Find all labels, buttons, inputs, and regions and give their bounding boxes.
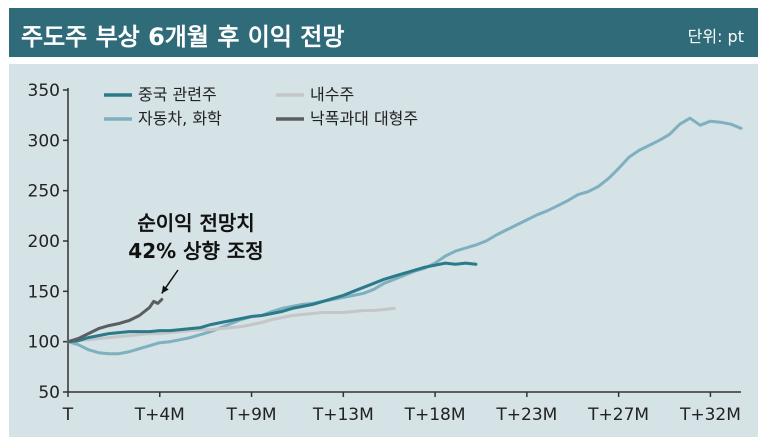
title-bar: 주도주 부상 6개월 후 이익 전망 단위: pt [9,8,758,57]
legend-label: 낙폭과대 대형주 [310,109,418,128]
legend-label: 중국 관련주 [138,85,217,104]
y-tick-label: 350 [28,81,60,101]
axes: 50 100 150 200 250 300 350 T T+4M T+9M T+13M T+18M T… [28,81,741,425]
y-tick-label: 50 [38,383,60,403]
chart-title: 주도주 부상 6개월 후 이익 전망 [21,23,345,51]
x-tick-label: T+18M [404,405,466,425]
y-tick-label: 150 [28,282,60,302]
series-line [66,116,743,356]
plot-background [9,64,758,437]
annotation-arrowhead [161,285,169,294]
series-line [66,306,396,344]
annotation-text: 순이익 전망치 [137,211,254,235]
y-tick-label: 300 [28,131,60,151]
x-tick-label: T+27M [587,405,649,425]
x-tick-label: T+4M [134,405,185,425]
series-line [66,297,164,344]
legend-label: 내수주 [310,85,354,104]
x-tick-label: T+32M [679,405,741,425]
annotation-text: 42% 상향 조정 [128,239,263,263]
legend-label: 자동차, 화학 [138,109,222,128]
series-lines [66,116,743,356]
x-tick-label: T [62,405,74,425]
x-tick-label: T+23M [495,405,557,425]
series-line [66,261,478,344]
y-tick-label: 100 [28,333,60,353]
unit-label: 단위: pt [687,27,744,46]
annotation: 순이익 전망치 42% 상향 조정 [128,211,264,294]
y-tick-label: 200 [28,232,60,252]
x-tick-label: T+13M [312,405,374,425]
x-tick-label: T+9M [225,405,276,425]
y-tick-label: 250 [28,182,60,202]
